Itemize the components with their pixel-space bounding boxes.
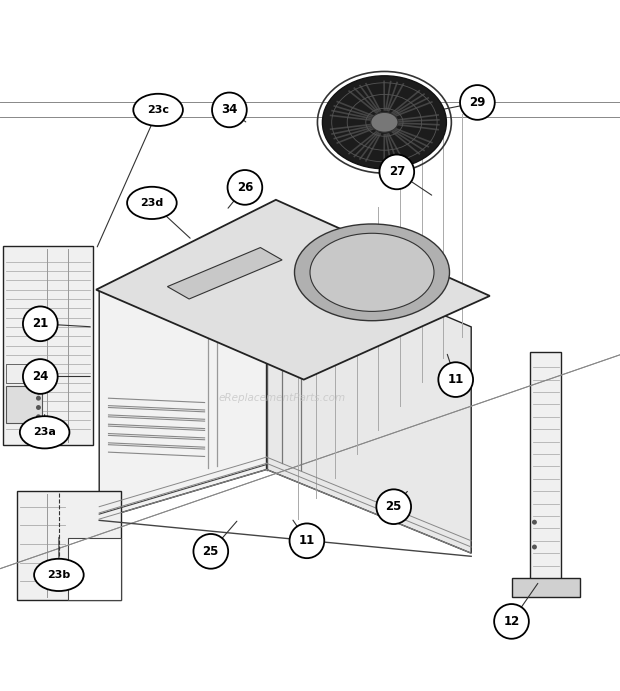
Polygon shape — [6, 364, 42, 383]
Circle shape — [228, 170, 262, 205]
Ellipse shape — [133, 94, 183, 126]
Text: 23c: 23c — [147, 105, 169, 115]
Ellipse shape — [34, 559, 84, 591]
Ellipse shape — [20, 416, 69, 448]
Circle shape — [23, 359, 58, 394]
Circle shape — [460, 85, 495, 120]
Text: 25: 25 — [386, 500, 402, 513]
Circle shape — [532, 520, 537, 524]
Polygon shape — [338, 135, 431, 171]
Polygon shape — [68, 538, 121, 600]
Polygon shape — [96, 200, 490, 379]
Text: 29: 29 — [469, 96, 485, 109]
Circle shape — [36, 396, 41, 401]
Circle shape — [376, 489, 411, 524]
Polygon shape — [512, 578, 580, 596]
Circle shape — [379, 155, 414, 189]
Polygon shape — [167, 247, 282, 299]
Circle shape — [212, 93, 247, 127]
Ellipse shape — [127, 187, 177, 219]
Text: 25: 25 — [203, 545, 219, 558]
Ellipse shape — [294, 224, 450, 321]
Polygon shape — [99, 209, 471, 299]
Polygon shape — [6, 386, 42, 423]
Circle shape — [36, 405, 41, 410]
Text: 34: 34 — [221, 104, 237, 116]
Text: 21: 21 — [32, 317, 48, 330]
Text: 27: 27 — [389, 165, 405, 178]
Circle shape — [290, 524, 324, 558]
Circle shape — [36, 415, 41, 419]
Polygon shape — [17, 491, 121, 600]
Circle shape — [438, 362, 473, 397]
Circle shape — [532, 545, 537, 549]
Ellipse shape — [310, 234, 434, 312]
Text: 23a: 23a — [33, 427, 56, 437]
Text: 11: 11 — [299, 534, 315, 547]
Polygon shape — [267, 240, 471, 553]
Text: 26: 26 — [237, 181, 253, 194]
Text: 24: 24 — [32, 370, 48, 383]
Ellipse shape — [371, 113, 398, 132]
Text: 23b: 23b — [47, 570, 71, 580]
Circle shape — [494, 604, 529, 638]
Text: 12: 12 — [503, 615, 520, 628]
Text: 11: 11 — [448, 373, 464, 386]
Circle shape — [23, 306, 58, 341]
Polygon shape — [99, 240, 267, 519]
Polygon shape — [3, 246, 93, 445]
Text: 23d: 23d — [140, 198, 164, 208]
Text: eReplacementParts.com: eReplacementParts.com — [218, 393, 346, 404]
Ellipse shape — [322, 76, 446, 169]
Circle shape — [193, 534, 228, 569]
Circle shape — [36, 390, 41, 395]
Polygon shape — [530, 352, 561, 581]
